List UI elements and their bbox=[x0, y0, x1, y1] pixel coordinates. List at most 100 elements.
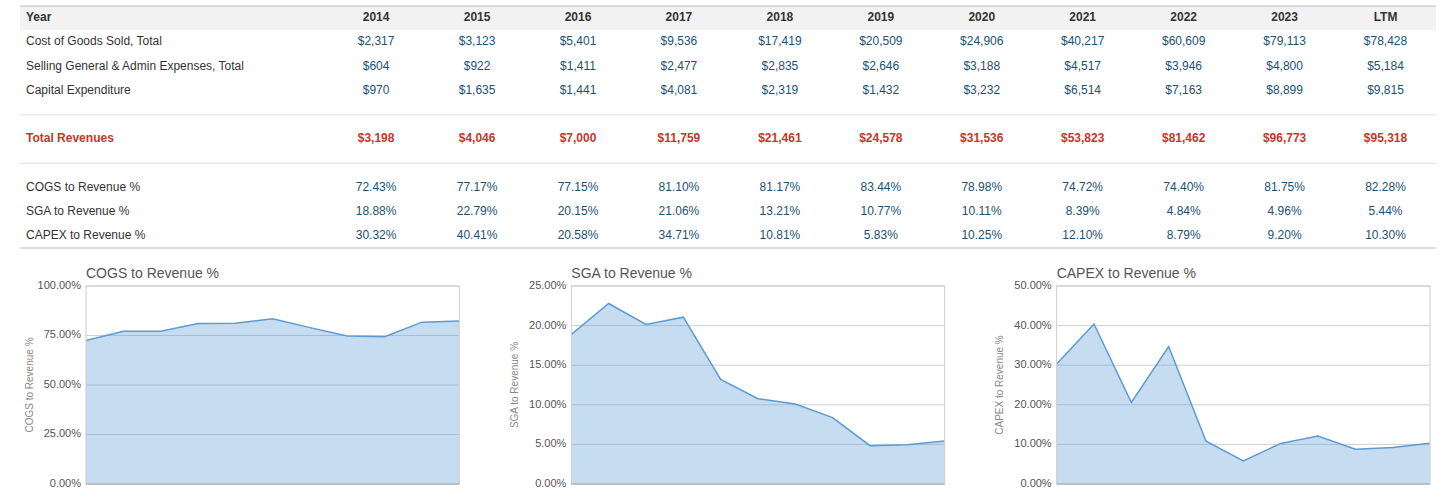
table-cell: $11,759 bbox=[658, 131, 701, 145]
background bbox=[0, 0, 1456, 497]
table-cell: $40,217 bbox=[1061, 34, 1105, 48]
area bbox=[571, 304, 944, 484]
table: Year201420152016201720182019202020212022… bbox=[20, 6, 1436, 248]
table-cell: $96,773 bbox=[1263, 131, 1307, 145]
table-cell: 8.39% bbox=[1066, 204, 1100, 218]
table-cell: $95,318 bbox=[1364, 131, 1408, 145]
chart-title: COGS to Revenue % bbox=[86, 265, 219, 281]
y-tick-label: 40.00% bbox=[1014, 319, 1052, 331]
x-axis-line bbox=[86, 484, 459, 485]
table-cell: 34.71% bbox=[659, 228, 700, 242]
y-tick-label: 20.00% bbox=[529, 319, 567, 331]
area-chart: CAPEX to Revenue %CAPEX to Revenue %0.00… bbox=[994, 265, 1430, 489]
table-cell: $31,536 bbox=[960, 131, 1004, 145]
table-cell: $922 bbox=[464, 59, 491, 73]
header-background bbox=[20, 6, 1436, 30]
table-cell: 10.77% bbox=[860, 204, 901, 218]
table-cell: $2,646 bbox=[862, 59, 899, 73]
table-cell: $17,419 bbox=[758, 34, 802, 48]
row-label: COGS to Revenue % bbox=[26, 180, 140, 194]
area-chart: SGA to Revenue %SGA to Revenue %0.00%5.0… bbox=[509, 265, 945, 489]
table-cell: $1,432 bbox=[862, 83, 899, 97]
table-cell: $81,462 bbox=[1162, 131, 1206, 145]
chart-title: CAPEX to Revenue % bbox=[1057, 265, 1196, 281]
table-cell: $2,835 bbox=[762, 59, 799, 73]
table-cell: 22.79% bbox=[457, 204, 498, 218]
table-cell: 77.17% bbox=[457, 180, 498, 194]
column-header: 2015 bbox=[464, 10, 491, 24]
area-chart: COGS to Revenue %COGS to Revenue %0.00%2… bbox=[24, 265, 460, 489]
column-header: 2022 bbox=[1170, 10, 1197, 24]
plot-frame bbox=[1057, 286, 1430, 484]
column-header: 2017 bbox=[666, 10, 693, 24]
y-axis-label: COGS to Revenue % bbox=[24, 337, 35, 432]
row-label: Selling General & Admin Expenses, Total bbox=[26, 59, 244, 73]
table-cell: 77.15% bbox=[558, 180, 599, 194]
table-cell: $4,046 bbox=[459, 131, 496, 145]
grid-line bbox=[86, 484, 459, 485]
table-cell: $21,461 bbox=[758, 131, 802, 145]
table-cell: 78.98% bbox=[961, 180, 1002, 194]
y-axis-label: SGA to Revenue % bbox=[509, 342, 520, 428]
table-divider bbox=[20, 163, 1436, 164]
table-cell: 74.72% bbox=[1062, 180, 1103, 194]
table-cell: 10.25% bbox=[961, 228, 1002, 242]
data-group bbox=[571, 304, 944, 484]
y-tick-label: 5.00% bbox=[535, 437, 566, 449]
column-header: 2021 bbox=[1069, 10, 1096, 24]
table-cell: $53,823 bbox=[1061, 131, 1105, 145]
line bbox=[86, 319, 459, 341]
y-tick-label: 50.00% bbox=[1014, 279, 1052, 291]
table-cell: $4,517 bbox=[1064, 59, 1101, 73]
table-cell: $3,188 bbox=[963, 59, 1000, 73]
table-cell: $24,578 bbox=[859, 131, 903, 145]
y-tick-label: 15.00% bbox=[529, 358, 567, 370]
area bbox=[86, 319, 459, 484]
table-cell: $79,113 bbox=[1263, 34, 1306, 48]
table-cell: $2,319 bbox=[762, 83, 799, 97]
row-label: CAPEX to Revenue % bbox=[26, 228, 146, 242]
table-divider bbox=[20, 6, 1436, 7]
page: Year201420152016201720182019202020212022… bbox=[0, 0, 1456, 497]
header-label: Year bbox=[26, 10, 52, 24]
data-group bbox=[1057, 324, 1430, 484]
table-cell: 40.41% bbox=[457, 228, 498, 242]
table-divider bbox=[20, 248, 1436, 249]
table-cell: 20.58% bbox=[558, 228, 599, 242]
table-cell: 10.81% bbox=[760, 228, 801, 242]
column-header: 2018 bbox=[767, 10, 794, 24]
table-cell: $24,906 bbox=[960, 34, 1004, 48]
table-cell: 81.17% bbox=[760, 180, 801, 194]
table-cell: $9,536 bbox=[661, 34, 698, 48]
table-cell: $8,899 bbox=[1266, 83, 1303, 97]
table-cell: 10.30% bbox=[1365, 228, 1406, 242]
table-cell: $9,815 bbox=[1367, 83, 1404, 97]
y-tick-label: 25.00% bbox=[44, 427, 82, 439]
table-cell: 81.10% bbox=[659, 180, 700, 194]
column-header: 2023 bbox=[1271, 10, 1298, 24]
table-cell: 74.40% bbox=[1163, 180, 1204, 194]
table-cell: 4.84% bbox=[1167, 204, 1201, 218]
table-cell: 9.20% bbox=[1268, 228, 1302, 242]
x-axis-line bbox=[1057, 484, 1430, 485]
table-cell: $3,946 bbox=[1165, 59, 1202, 73]
column-header: 2019 bbox=[867, 10, 894, 24]
table-cell: $1,441 bbox=[560, 83, 597, 97]
table-cell: 30.32% bbox=[356, 228, 397, 242]
y-axis-label: CAPEX to Revenue % bbox=[994, 335, 1005, 435]
y-tick-label: 10.00% bbox=[1014, 437, 1052, 449]
y-tick-label: 0.00% bbox=[535, 477, 566, 489]
line bbox=[571, 304, 944, 446]
y-tick-label: 30.00% bbox=[1014, 358, 1052, 370]
table-cell: 5.44% bbox=[1369, 204, 1403, 218]
column-header: 2020 bbox=[968, 10, 995, 24]
area bbox=[1057, 324, 1430, 484]
table-cell: $3,123 bbox=[459, 34, 496, 48]
x-axis-line bbox=[571, 484, 944, 485]
table-cell: $1,635 bbox=[459, 83, 496, 97]
table-cell: 8.79% bbox=[1167, 228, 1201, 242]
table-cell: $20,509 bbox=[859, 34, 903, 48]
column-header: 2014 bbox=[363, 10, 390, 24]
table-cell: 21.06% bbox=[659, 204, 700, 218]
table-cell: $604 bbox=[363, 59, 390, 73]
